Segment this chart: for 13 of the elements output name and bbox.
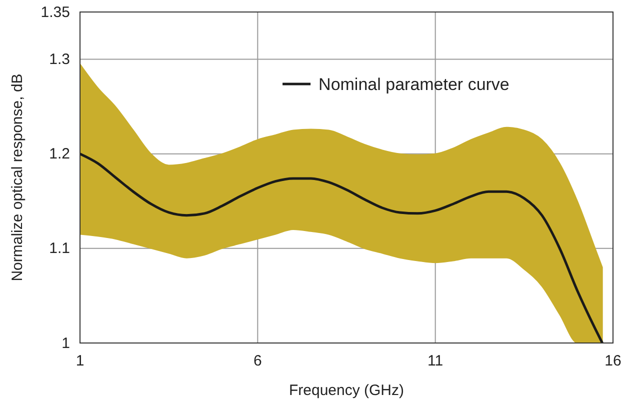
legend-label: Nominal parameter curve (318, 75, 510, 94)
y-tick-label: 1.2 (49, 146, 70, 163)
x-tick-label: 1 (76, 352, 84, 370)
y-tick-label: 1.35 (40, 4, 70, 21)
y-tick-label: 1 (62, 334, 70, 352)
y-axis-title: Normalize optical response, dB (9, 74, 26, 282)
x-tick-label: 16 (604, 352, 622, 370)
x-axis-title: Frequency (GHz) (288, 382, 404, 399)
x-tick-label: 11 (428, 352, 444, 370)
x-tick-label: 6 (253, 352, 262, 370)
line-series (80, 152, 604, 343)
y-tick-label: 1.1 (49, 240, 70, 258)
y-tick-label: 1.3 (49, 51, 70, 68)
